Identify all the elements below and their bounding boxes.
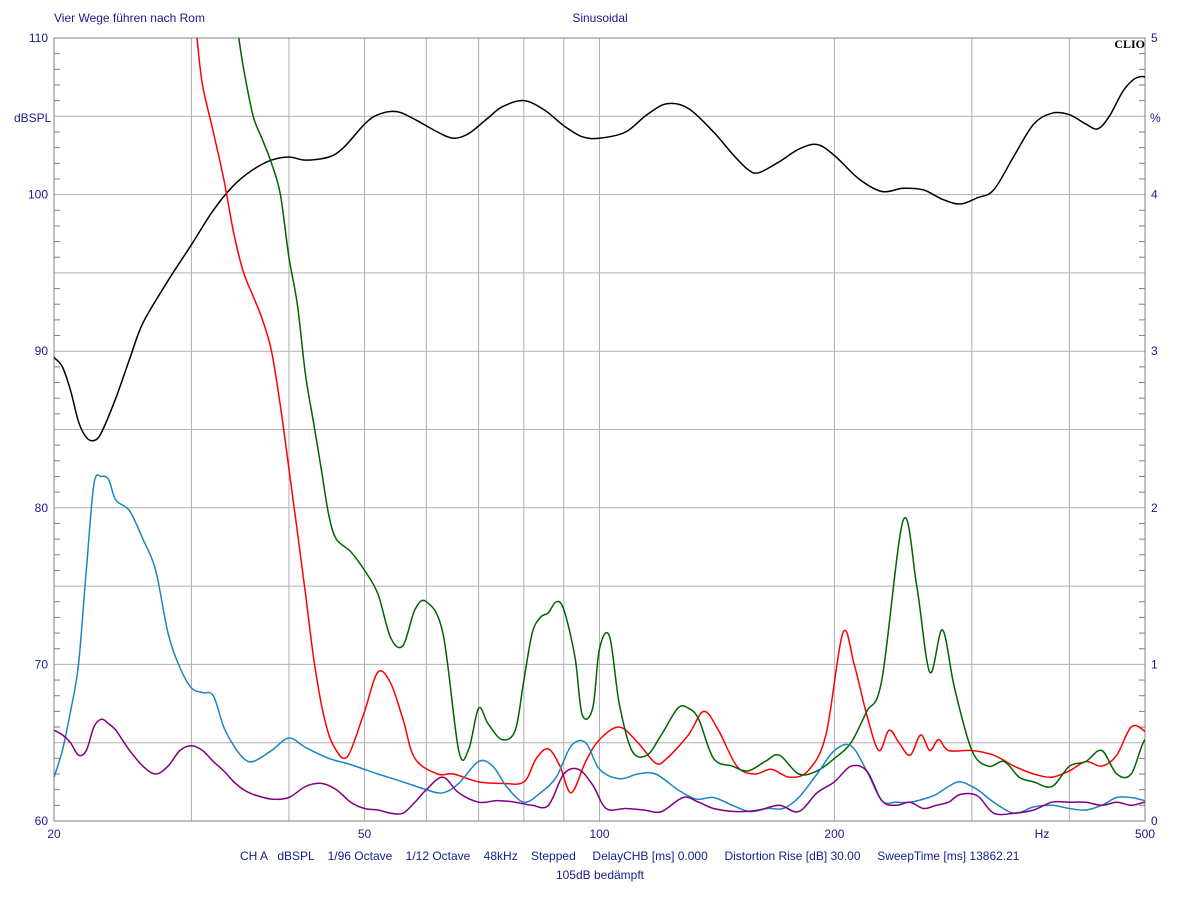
x-tick-label: 20 [47,827,61,841]
y-right-tick-label: 0 [1151,814,1158,828]
series-line-5 [54,718,1145,816]
series-line-1 [54,75,1145,442]
tick-labels: 110 100 90 80 70 60 5 4 3 2 1 0 20 50 100 200 500 [28,31,1158,841]
y-right-tick-label: 1 [1151,657,1158,671]
x-tick-label: 100 [589,827,609,841]
x-tick-label: 500 [1135,827,1155,841]
y-right-tick-label: 2 [1151,501,1158,515]
series-layer [54,38,1145,816]
y-left-tick-label: 90 [35,344,49,358]
y-right-tick-label: 4 [1151,188,1158,202]
footer-settings: CH A dBSPL 1/96 Octave 1/12 Octave 48kHz… [240,849,1020,863]
chart-title-left: Vier Wege führen nach Rom [54,11,205,25]
series-line-2 [196,38,1145,794]
y-left-tick-label: 100 [28,188,48,202]
grid-lines [54,38,1145,821]
series-line-4 [54,474,1145,814]
series-line-3 [238,38,1145,788]
plot-frame [53,37,1146,822]
chart-title-center: Sinusoidal [572,11,627,25]
brand-label: CLIO [1114,37,1145,51]
y-left-tick-label: 110 [29,31,48,45]
series-group [54,38,1145,816]
y-left-tick-label: 70 [35,657,49,671]
y-left-tick-label: 60 [35,814,49,828]
y-right-tick-label: 3 [1151,344,1158,358]
footer-description: 105dB bedämpft [556,868,645,882]
y-right-tick-label: 5 [1151,31,1158,45]
x-tick-label: 200 [824,827,844,841]
y-axis-left-unit: dBSPL [14,111,52,125]
y-axis-right-unit: % [1150,111,1161,125]
x-axis-unit: Hz [1035,827,1050,841]
x-tick-label: 50 [358,827,372,841]
y-left-tick-label: 80 [35,501,49,515]
